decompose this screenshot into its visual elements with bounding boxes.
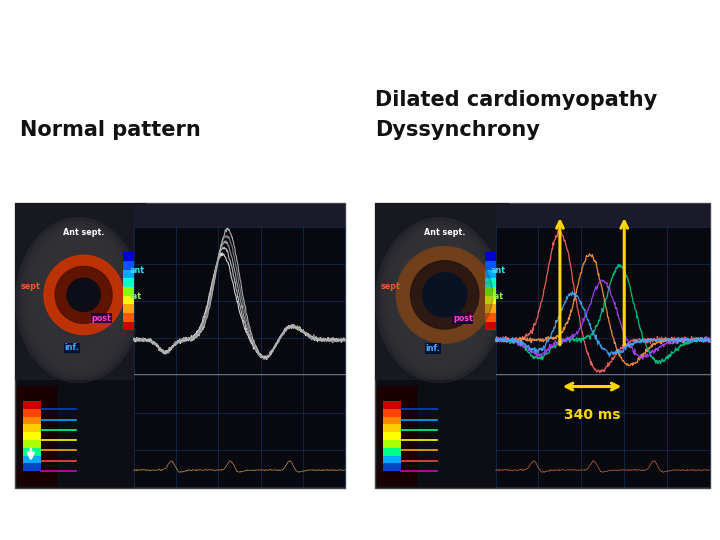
Circle shape [423,273,467,317]
Bar [485,253,495,261]
Bar [123,313,134,322]
Bar [15,203,147,380]
Bar [23,417,41,424]
Text: sept: sept [381,282,400,292]
Text: inf.: inf. [64,343,79,352]
Bar [23,448,41,456]
Ellipse shape [31,231,126,369]
Bar [123,287,134,296]
Ellipse shape [50,249,106,352]
Circle shape [397,247,493,343]
Bar [123,296,134,305]
Bar [485,287,495,296]
Bar [383,432,401,440]
Text: Dilated cardiomyopathy: Dilated cardiomyopathy [375,90,657,110]
Ellipse shape [411,249,467,352]
Bar [23,463,41,471]
Text: Ant sept.: Ant sept. [63,228,104,238]
Ellipse shape [47,245,110,355]
Ellipse shape [58,256,98,345]
Ellipse shape [15,217,142,383]
Bar [123,270,134,279]
Ellipse shape [19,221,138,380]
Ellipse shape [35,235,122,366]
Ellipse shape [27,228,130,373]
Bar [375,203,509,380]
Bar [485,305,495,313]
Bar [485,313,495,322]
Circle shape [410,261,479,329]
Bar [383,463,401,471]
Bar [375,203,710,488]
Bar [485,270,495,279]
Bar [123,261,134,270]
Bar [383,456,401,463]
Text: inf.: inf. [426,344,440,353]
Bar [383,417,401,424]
Bar [123,279,134,287]
Ellipse shape [379,221,500,380]
Ellipse shape [408,245,472,355]
Bar [383,424,401,432]
Text: ant: ant [491,266,506,275]
Circle shape [55,266,112,323]
Text: post: post [91,314,112,322]
Ellipse shape [387,228,492,373]
Bar [17,386,57,486]
Bar [485,261,495,270]
Bar [383,401,401,409]
Bar [23,401,41,409]
Bar [495,204,710,227]
Ellipse shape [42,242,114,359]
Text: Normal pattern: Normal pattern [20,120,201,140]
Ellipse shape [419,256,459,345]
Text: sept: sept [20,282,40,292]
Ellipse shape [391,231,487,369]
Text: lat: lat [491,292,503,301]
Ellipse shape [399,238,480,362]
Text: Ant sept.: Ant sept. [424,227,465,237]
Bar [134,204,345,227]
Ellipse shape [415,253,464,348]
Bar [495,204,710,487]
Bar [485,279,495,287]
Bar [383,409,401,417]
Text: ant: ant [129,266,144,275]
Bar [23,409,41,417]
Ellipse shape [39,238,118,362]
Bar [383,448,401,456]
Ellipse shape [55,253,102,348]
Circle shape [44,255,123,334]
Text: post: post [453,314,472,323]
Bar [23,432,41,440]
Text: lat: lat [129,292,141,301]
Bar [134,204,345,487]
Text: Dyssynchrony: Dyssynchrony [375,120,540,140]
Bar [485,296,495,305]
Ellipse shape [395,235,484,366]
Ellipse shape [383,224,495,376]
Ellipse shape [23,224,134,376]
Bar [485,322,495,330]
Circle shape [397,247,493,343]
Text: 340 ms: 340 ms [564,408,621,422]
Bar [123,305,134,313]
Bar [15,203,345,488]
Bar [23,456,41,463]
Ellipse shape [403,242,475,359]
Bar [383,440,401,448]
Bar [23,424,41,432]
Bar [23,440,41,448]
Bar [123,322,134,330]
Bar [123,253,134,261]
Ellipse shape [375,217,504,383]
Bar [377,386,417,486]
Circle shape [67,278,100,312]
